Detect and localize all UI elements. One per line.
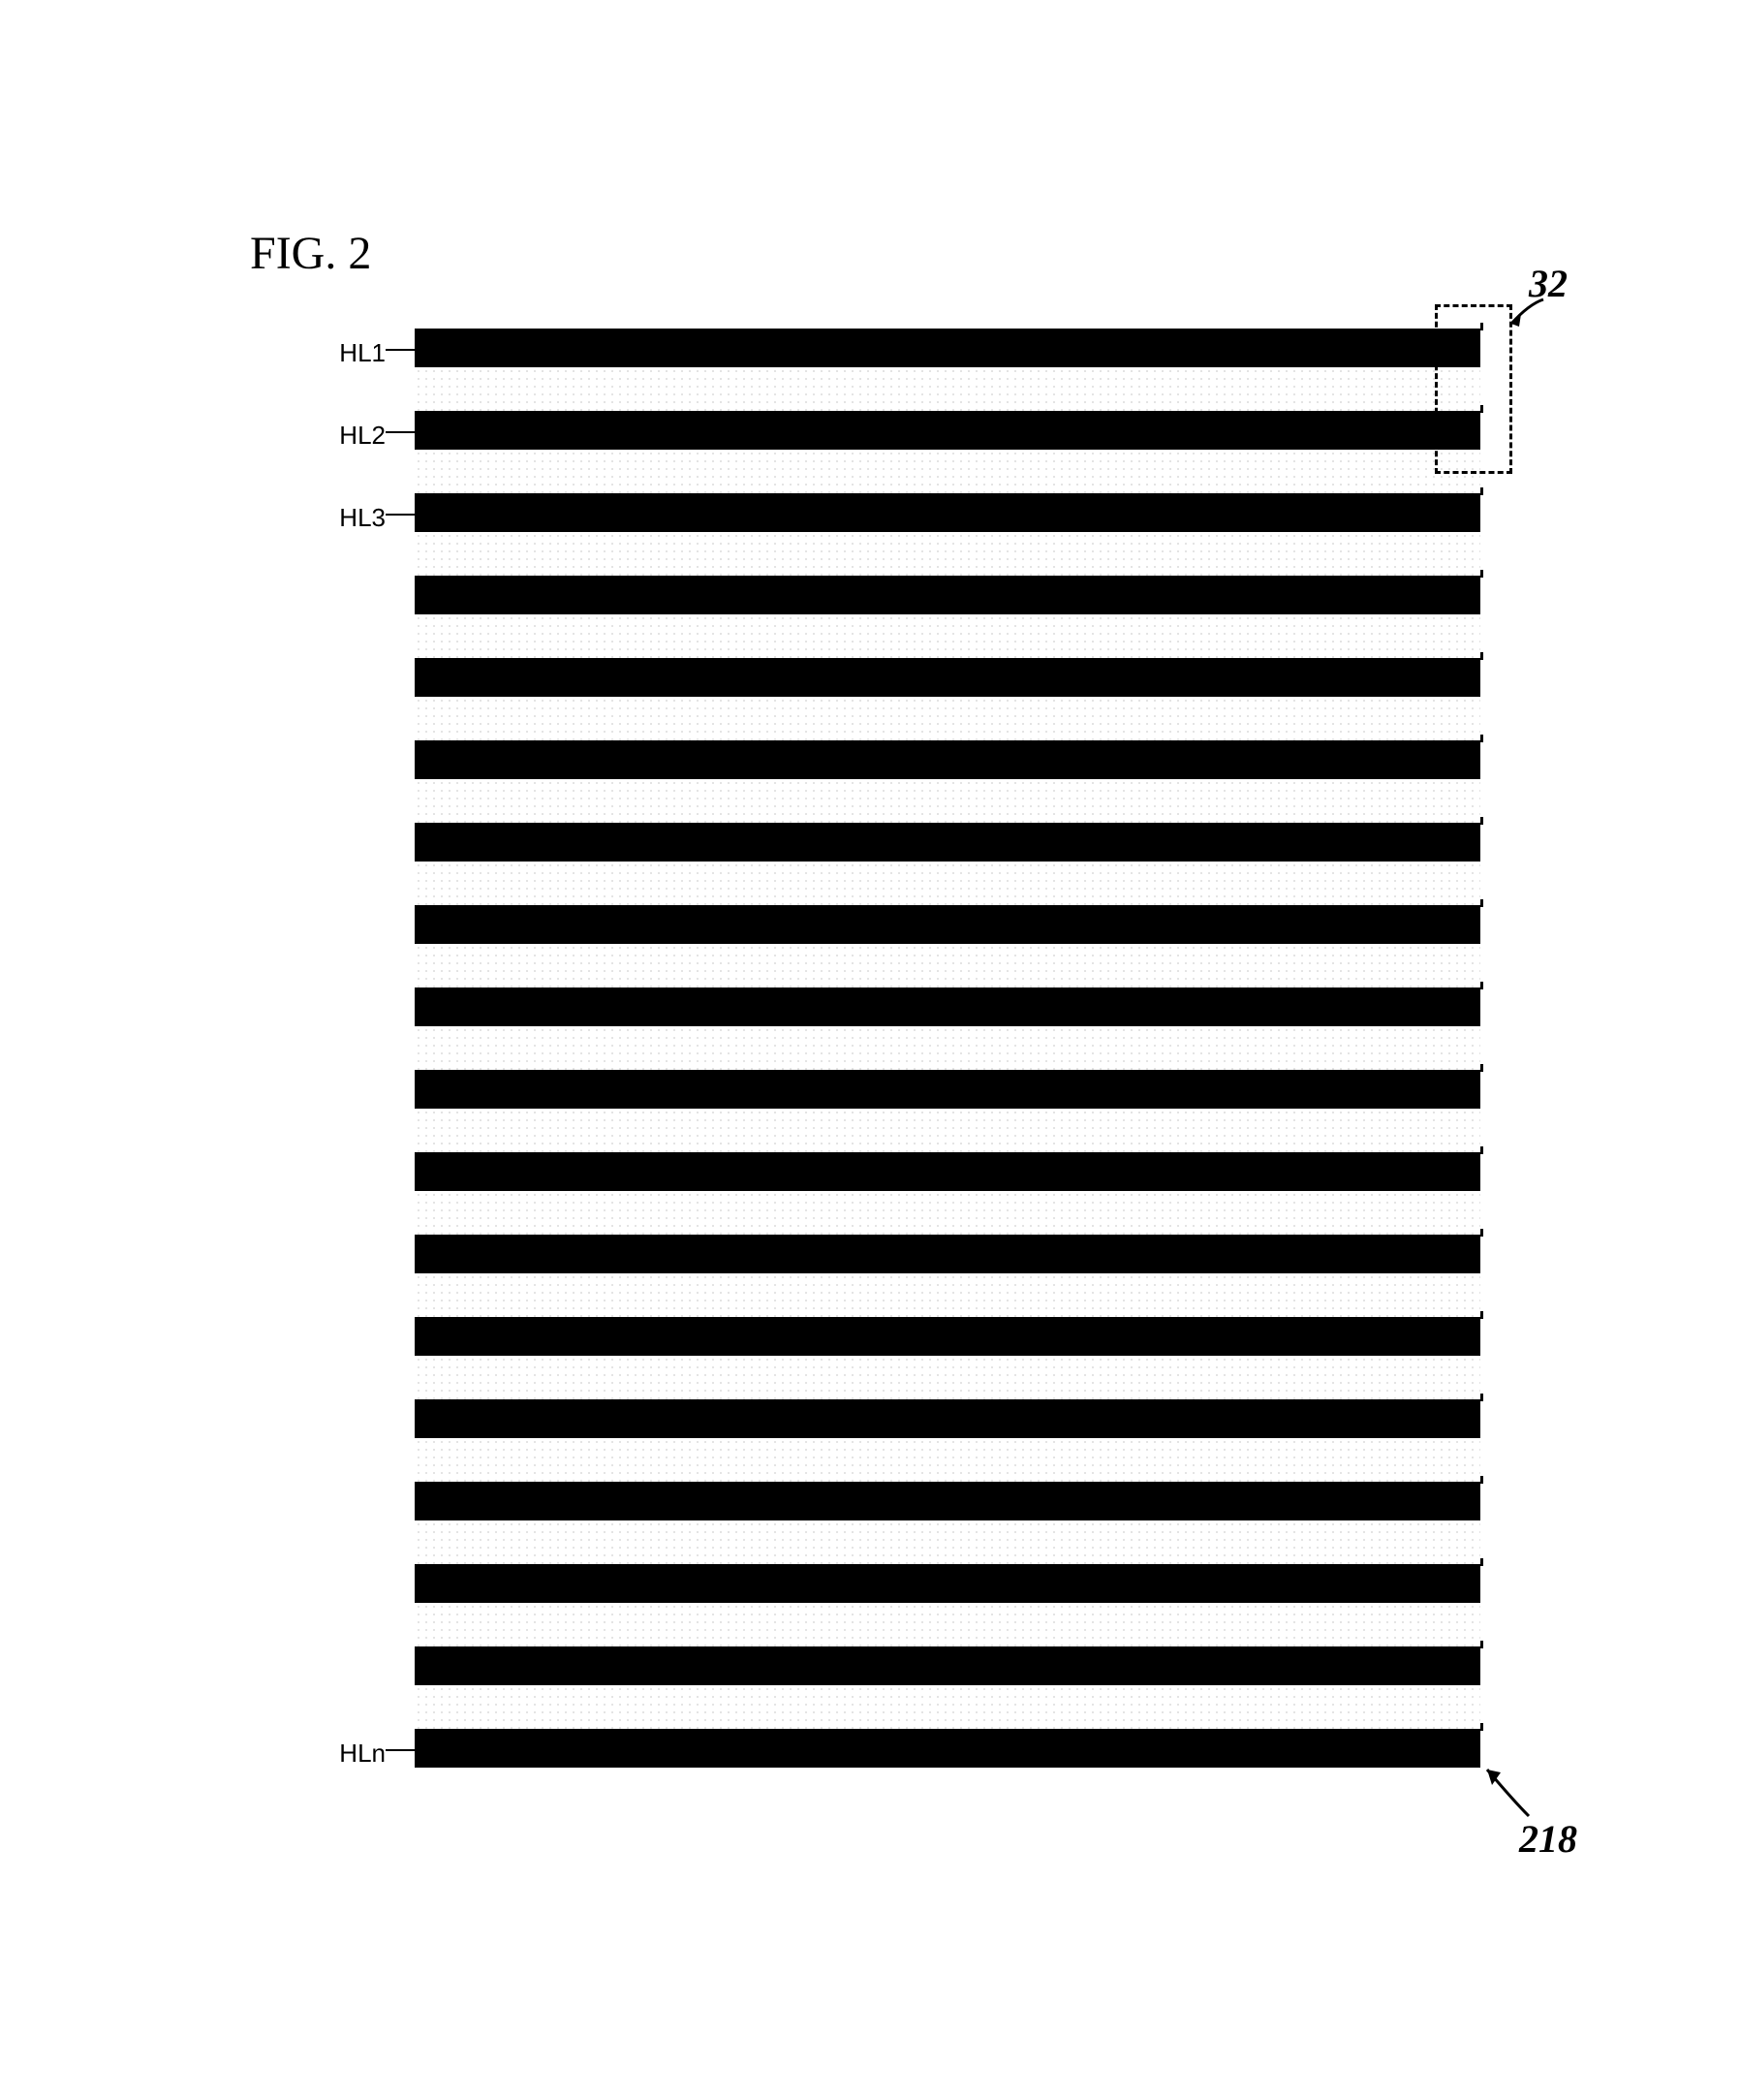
stripe-hl15 [415, 1482, 1480, 1520]
gap-pattern [415, 532, 1480, 576]
stripe-hl3 [415, 493, 1480, 532]
stripes-area [415, 329, 1480, 1768]
stripe-tick [1480, 817, 1483, 825]
stripe-tick [1480, 1558, 1483, 1566]
label-hln: HLn [318, 1739, 386, 1769]
stripe-hl17 [415, 1646, 1480, 1685]
stripe-tick [1480, 1229, 1483, 1237]
stripe-hl18 [415, 1729, 1480, 1768]
stripe-hl11 [415, 1152, 1480, 1191]
gap-pattern [415, 1685, 1480, 1729]
stripe-hl5 [415, 658, 1480, 697]
stripe-tick [1480, 1723, 1483, 1731]
gap-pattern [415, 944, 1480, 987]
stripe-hl14 [415, 1399, 1480, 1438]
stripe-tick [1480, 1146, 1483, 1154]
label-hl2: HL2 [318, 421, 386, 451]
gap-pattern [415, 1109, 1480, 1152]
gap-pattern [415, 862, 1480, 905]
stripe-tick [1480, 652, 1483, 660]
gap-pattern [415, 1520, 1480, 1564]
gap-pattern [415, 1356, 1480, 1399]
stripe-hl2 [415, 411, 1480, 450]
stripe-tick [1480, 570, 1483, 578]
stripe-hl4 [415, 576, 1480, 614]
stripe-tick [1480, 1476, 1483, 1484]
gap-pattern [415, 1603, 1480, 1646]
diagram-container: FIG. 2 HL1 HL2 HL3 HLn 32 218 [192, 227, 1548, 1874]
gap-pattern [415, 1191, 1480, 1235]
gap-pattern [415, 779, 1480, 823]
gap-pattern [415, 697, 1480, 740]
stripe-hl8 [415, 905, 1480, 944]
stripe-hl1 [415, 329, 1480, 367]
lead-line-hl1 [381, 329, 419, 367]
stripe-hl6 [415, 740, 1480, 779]
figure-title: FIG. 2 [250, 227, 371, 280]
label-hl1: HL1 [318, 338, 386, 368]
arrow-218 [1476, 1758, 1543, 1831]
stripe-tick [1480, 1641, 1483, 1648]
stripe-hl12 [415, 1235, 1480, 1273]
label-hl3: HL3 [318, 503, 386, 533]
lead-line-hln [381, 1729, 419, 1768]
stripe-hl9 [415, 987, 1480, 1026]
arrow-32 [1500, 290, 1558, 343]
stripe-tick [1480, 735, 1483, 742]
stripe-tick [1480, 1311, 1483, 1319]
stripe-tick [1480, 1064, 1483, 1072]
stripe-tick [1480, 487, 1483, 495]
stripe-hl10 [415, 1070, 1480, 1109]
gap-pattern [415, 1438, 1480, 1482]
gap-pattern [415, 450, 1480, 493]
stripe-tick [1480, 899, 1483, 907]
stripe-hl7 [415, 823, 1480, 862]
stripe-tick [1480, 982, 1483, 989]
stripe-tick [1480, 1394, 1483, 1401]
gap-pattern [415, 1026, 1480, 1070]
gap-pattern [415, 1273, 1480, 1317]
lead-line-hl2 [381, 411, 419, 450]
lead-line-hl3 [381, 493, 419, 532]
stripe-hl16 [415, 1564, 1480, 1603]
stripe-hl13 [415, 1317, 1480, 1356]
gap-pattern [415, 367, 1480, 411]
gap-pattern [415, 614, 1480, 658]
